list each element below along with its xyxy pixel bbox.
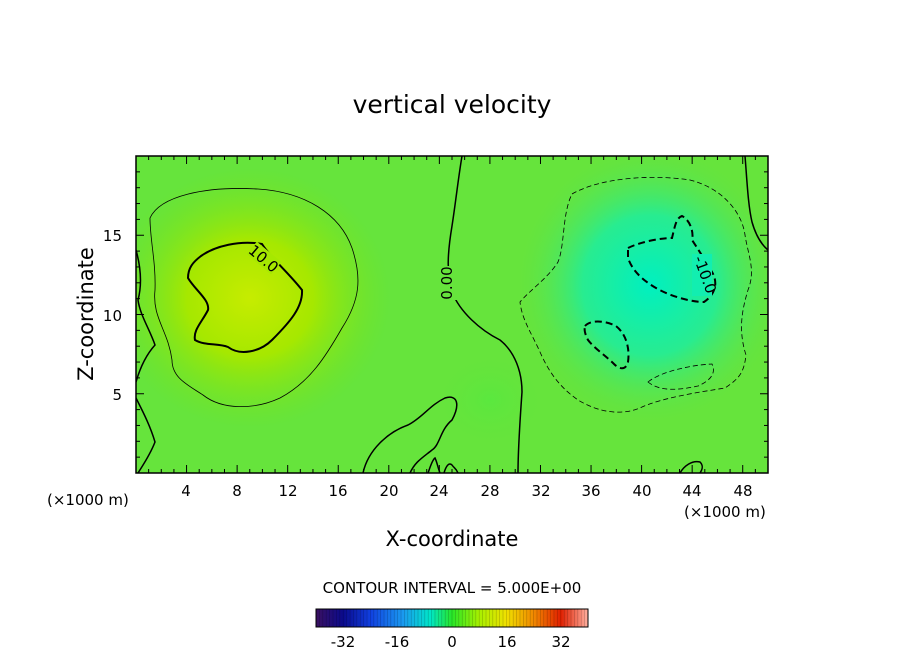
y-tick-label: 10 (103, 307, 122, 325)
colorbar-tick-label: 32 (551, 633, 570, 651)
contour-zero-left-low (136, 397, 156, 473)
contour-zero-center (447, 156, 523, 473)
colorbar-tick-label: 16 (497, 633, 516, 651)
x-tick-label: 8 (232, 482, 242, 500)
x-tick-label: 28 (480, 482, 499, 500)
contour-minus10 (627, 214, 717, 304)
contour-lines (136, 156, 768, 473)
y-tick-labels: 5 10 15 (103, 227, 122, 404)
contour-minus5-lobe (647, 363, 714, 390)
x-tick-labels: 4 8 12 16 20 24 28 32 36 40 44 48 (181, 482, 752, 500)
colorbar-tick-label: -32 (331, 633, 356, 651)
y-tick-label: 15 (103, 227, 122, 245)
x-unit-right-label: (×1000 m) (684, 503, 766, 521)
contour-zero-spike2 (443, 463, 459, 473)
contour-minus5 (519, 177, 752, 413)
contour-plus5 (149, 188, 359, 408)
y-axis-title: Z-coordinate (74, 247, 98, 381)
contour-zero-spike1 (427, 456, 441, 473)
contour-zero-right-top (744, 156, 768, 251)
weak-region-shading (430, 350, 550, 450)
colorbar-tick-label: 0 (447, 633, 457, 651)
colorbar: -32 -16 0 16 32 (315, 608, 589, 651)
y-tick-label: 5 (112, 386, 122, 404)
colorbar-frame (315, 608, 589, 628)
contour-label-zero: 0.00 (438, 266, 456, 299)
colorbar-stripes (319, 609, 585, 627)
x-tick-label: 32 (531, 482, 550, 500)
x-tick-label: 16 (328, 482, 347, 500)
contour-interval-text: CONTOUR INTERVAL = 5.000E+00 (323, 579, 582, 597)
downdraft-shading (515, 156, 768, 425)
updraft-shading (136, 168, 390, 428)
chart-title: vertical velocity (353, 90, 552, 119)
contour-zero-right-bottom (679, 460, 704, 473)
x-tick-label: 40 (632, 482, 651, 500)
x-axis-title: X-coordinate (386, 527, 519, 551)
colorbar-fill (316, 609, 588, 627)
x-tick-label: 20 (379, 482, 398, 500)
plot-area: 10.0 0.00 -10.0 (136, 156, 768, 473)
x-tick-label: 24 (429, 482, 448, 500)
x-tick-label: 12 (278, 482, 297, 500)
contour-zero-bottom (362, 396, 458, 473)
tick-marks (136, 156, 768, 473)
contour-zero-left (136, 249, 156, 383)
x-tick-label: 4 (181, 482, 191, 500)
x-tick-label: 44 (682, 482, 701, 500)
x-tick-label: 48 (733, 482, 752, 500)
x-tick-label: 36 (581, 482, 600, 500)
colorbar-tick-label: -16 (385, 633, 410, 651)
x-unit-left-label: (×1000 m) (47, 491, 129, 509)
contour-minus10-small (583, 320, 630, 370)
